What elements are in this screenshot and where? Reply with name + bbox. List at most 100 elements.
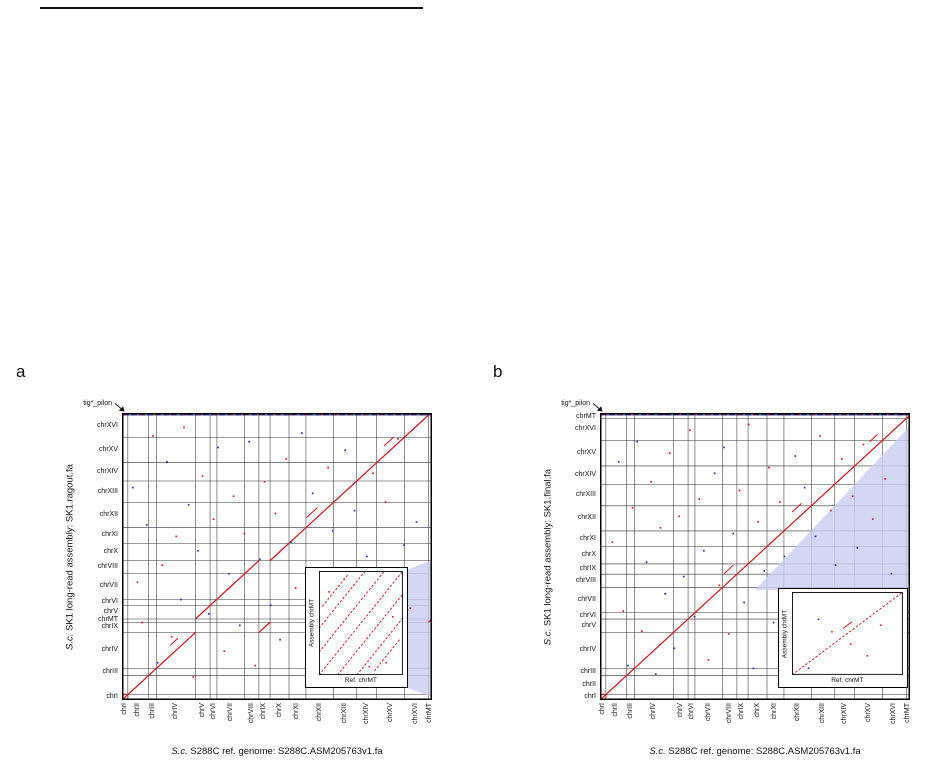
inset-callout-wedge (755, 427, 909, 591)
x-tick-chrI: chrI (120, 703, 128, 715)
y-tick-chrV: chrV (581, 621, 596, 629)
x-tick-chrVIII: chrVIII (247, 703, 255, 724)
y-tick-chrVII: chrVII (99, 582, 118, 590)
x-tick-chrII: chrII (612, 703, 620, 717)
y-tick-chrIII: chrIII (580, 667, 596, 675)
top-contig-label: tig*_pilon (561, 400, 590, 407)
x-tick-chrXIV: chrXIV (362, 703, 370, 725)
top-contig-label: tig*_pilon (83, 400, 112, 407)
y-tick-chrXVI: chrXVI (574, 425, 596, 433)
y-tick-chrIV: chrIV (579, 646, 596, 654)
y-tick-chrV: chrV (103, 608, 118, 616)
y-tick-chrXIII: chrXIII (97, 487, 118, 495)
y-tick-chrVII: chrVII (577, 596, 596, 604)
y-tick-chrXIV: chrXIV (96, 467, 118, 475)
dotplot-panel-b: chrI chrII chrIII chrIV chrV chrVI chrVII chrVI… (543, 400, 912, 757)
x-tick-chrXV: chrXV (864, 703, 872, 723)
y-tick-chrX: chrX (103, 547, 118, 555)
inset-y-axis-label-text: Assembly chrMT (781, 609, 789, 658)
top-contig-arrow-icon (114, 403, 125, 412)
x-tick-chrMT: chrMT (426, 703, 434, 723)
inset-x-axis-label: Ref. chrMT (831, 676, 864, 684)
top-contig-arrow-icon (592, 403, 603, 412)
y-tick-chrI: chrI (584, 693, 596, 701)
inset-chrmt-a: Assembly chrMT Ref. chrMT (304, 566, 408, 688)
y-tick-chrXV: chrXV (98, 445, 118, 453)
y-tick-chrXII: chrXII (577, 514, 596, 522)
y-tick-chrX: chrX (581, 551, 596, 559)
y-tick-chrXIII: chrXIII (575, 491, 596, 499)
x-tick-chrXIII: chrXIII (819, 703, 827, 724)
x-tick-chrXI: chrXI (293, 703, 301, 720)
y-axis-title-wrap: S.c. SK1 long-read assembly: SK1.ragout.… (64, 413, 76, 700)
x-tick-chrX: chrX (753, 703, 761, 718)
x-tick-chrIII: chrIII (148, 703, 156, 719)
y-axis-title: S.c. SK1 long-read assembly: SK1.final.f… (542, 468, 554, 645)
y-tick-chrVI: chrVI (101, 598, 118, 606)
y-tick-chrIX: chrIX (579, 565, 596, 573)
x-tick-chrVI: chrVI (687, 703, 695, 720)
x-axis-title: S.c. S288C ref. genome: S288C.ASM205763v… (649, 746, 861, 757)
y-tick-chrXVI: chrXVI (96, 422, 118, 430)
y-axis-title-wrap: S.c. SK1 long-read assembly: SK1.final.f… (542, 413, 554, 700)
x-tick-chrIX: chrIX (738, 703, 746, 720)
y-tick-chrVI: chrVI (579, 611, 596, 619)
x-axis-title-species: S.c. (171, 746, 188, 757)
x-tick-chrII: chrII (134, 703, 142, 717)
y-tick-chrI: chrI (106, 693, 118, 701)
inset-chrmt-b: Assembly chrMT Ref. chrMT (777, 588, 908, 688)
x-tick-chrX: chrX (275, 703, 283, 718)
y-tick-chrXV: chrXV (576, 449, 596, 457)
y-tick-chrMT: chrMT (576, 412, 596, 420)
dotplot-canvas-b (599, 413, 911, 701)
inset-y-axis-label: Assembly chrMT (306, 571, 319, 675)
y-tick-chrVIII: chrVIII (97, 563, 118, 571)
x-tick-chrI: chrI (598, 703, 606, 715)
x-tick-chrMT: chrMT (904, 703, 912, 723)
x-tick-chrXV: chrXV (386, 703, 394, 723)
y-tick-chrII: chrII (582, 681, 596, 689)
x-tick-chrXII: chrXII (793, 703, 801, 722)
y-tick-chrXII: chrXII (99, 511, 118, 519)
x-tick-chrVII: chrVII (226, 703, 234, 722)
x-tick-chrXVI: chrXVI (412, 703, 420, 725)
y-tick-chrXI: chrXI (579, 534, 596, 542)
y-tick-chrIV: chrIV (101, 646, 118, 654)
x-tick-chrIV: chrIV (171, 703, 179, 720)
dotplot-panel-a: chrI chrIII chrIV chrIX chrMT chrV chrVI chrVII… (65, 400, 434, 757)
y-tick-chrXIV: chrXIV (574, 471, 596, 479)
y-axis-title-species: S.c. (542, 628, 554, 645)
y-tick-chrIX: chrIX (101, 623, 118, 631)
x-tick-chrIII: chrIII (626, 703, 634, 719)
y-axis-title: S.c. SK1 long-read assembly: SK1.ragout.… (64, 463, 76, 650)
inset-callout-wedge (407, 559, 432, 698)
x-tick-chrIX: chrIX (260, 703, 268, 720)
x-tick-chrVII: chrVII (704, 703, 712, 722)
inset-y-axis-label-text: Assembly chrMT (308, 598, 316, 648)
panel-b-letter: b (493, 362, 503, 381)
panel-a-letter: a (16, 362, 26, 381)
inset-x-axis-label: Ref. chrMT (344, 676, 377, 684)
top-rule (40, 7, 423, 9)
x-tick-chrVI: chrVI (209, 703, 217, 720)
x-tick-chrXIV: chrXIV (840, 703, 848, 725)
y-axis-title-species: S.c. (64, 633, 76, 650)
x-tick-chrV: chrV (198, 703, 206, 718)
y-tick-chrXI: chrXI (101, 531, 118, 539)
y-tick-chrIII: chrIII (102, 667, 118, 675)
y-tick-chrMT: chrMT (98, 615, 118, 623)
x-tick-chrVIII: chrVIII (725, 703, 733, 724)
x-tick-chrXVI: chrXVI (890, 703, 898, 725)
inset-y-axis-label: Assembly chrMT (779, 592, 792, 675)
x-tick-chrV: chrV (676, 703, 684, 718)
x-axis-title-species: S.c. (649, 746, 666, 757)
inset-canvas (791, 592, 903, 675)
inset-canvas (318, 570, 403, 675)
x-tick-chrXII: chrXII (315, 703, 323, 722)
y-tick-chrVIII: chrVIII (575, 576, 596, 584)
x-tick-chrIV: chrIV (649, 703, 657, 720)
x-tick-chrXIII: chrXIII (341, 703, 349, 724)
x-tick-chrXI: chrXI (771, 703, 779, 720)
x-axis-title: S.c. S288C ref. genome: S288C.ASM205763v… (171, 746, 383, 757)
